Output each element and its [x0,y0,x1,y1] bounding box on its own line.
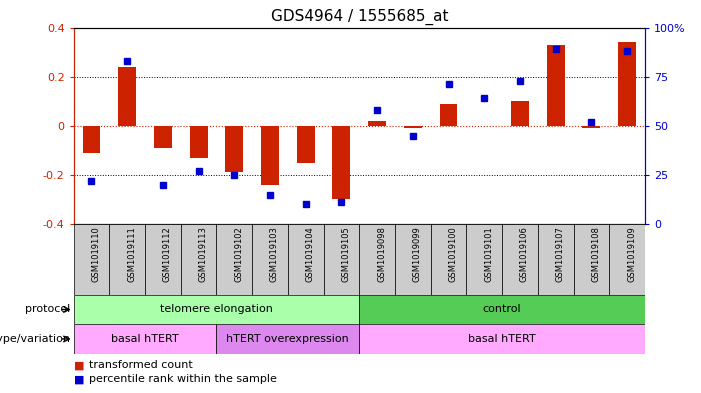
Bar [118,67,136,126]
Text: genotype/variation: genotype/variation [0,334,70,344]
Bar [217,324,360,354]
Text: GSM1019111: GSM1019111 [127,226,136,282]
Bar [440,104,458,126]
Text: hTERT overexpression: hTERT overexpression [226,334,349,344]
Text: GSM1019102: GSM1019102 [234,226,243,282]
Bar [573,224,609,295]
Bar [225,126,243,173]
Bar [395,224,430,295]
Text: basal hTERT: basal hTERT [111,334,179,344]
Text: GSM1019100: GSM1019100 [449,226,458,282]
Text: ■: ■ [74,360,84,371]
Bar [404,126,422,128]
Bar [74,295,360,324]
Title: GDS4964 / 1555685_at: GDS4964 / 1555685_at [271,9,448,25]
Text: GSM1019098: GSM1019098 [377,226,386,282]
Bar [502,224,538,295]
Text: GSM1019110: GSM1019110 [91,226,100,282]
Bar [145,224,181,295]
Bar [511,101,529,126]
Bar [368,121,386,126]
Text: ■: ■ [74,374,84,384]
Bar [252,224,288,295]
Bar [324,224,360,295]
Bar [609,224,645,295]
Text: GSM1019105: GSM1019105 [341,226,350,282]
Bar [190,126,207,158]
Bar [74,324,217,354]
Text: GSM1019106: GSM1019106 [520,226,529,282]
Bar [74,224,109,295]
Text: GSM1019107: GSM1019107 [556,226,564,282]
Bar [360,324,645,354]
Bar [360,224,395,295]
Bar [618,42,636,126]
Text: GSM1019104: GSM1019104 [306,226,315,282]
Bar [547,45,564,126]
Text: basal hTERT: basal hTERT [468,334,536,344]
Bar [217,224,252,295]
Bar [181,224,217,295]
Bar [261,126,279,185]
Bar [332,126,350,199]
Bar [154,126,172,148]
Text: GSM1019099: GSM1019099 [413,226,422,282]
Text: GSM1019103: GSM1019103 [270,226,279,282]
Text: control: control [483,305,522,314]
Bar [109,224,145,295]
Text: GSM1019112: GSM1019112 [163,226,172,282]
Text: transformed count: transformed count [89,360,193,371]
Bar [583,126,600,128]
Bar [360,295,645,324]
Text: telomere elongation: telomere elongation [160,305,273,314]
Text: GSM1019101: GSM1019101 [484,226,494,282]
Bar [538,224,573,295]
Bar [297,126,315,163]
Text: GSM1019113: GSM1019113 [198,226,207,282]
Text: protocol: protocol [25,305,70,314]
Text: GSM1019108: GSM1019108 [592,226,600,282]
Text: GSM1019109: GSM1019109 [627,226,636,282]
Bar [83,126,100,153]
Bar [466,224,502,295]
Bar [288,224,324,295]
Text: percentile rank within the sample: percentile rank within the sample [89,374,277,384]
Bar [430,224,466,295]
